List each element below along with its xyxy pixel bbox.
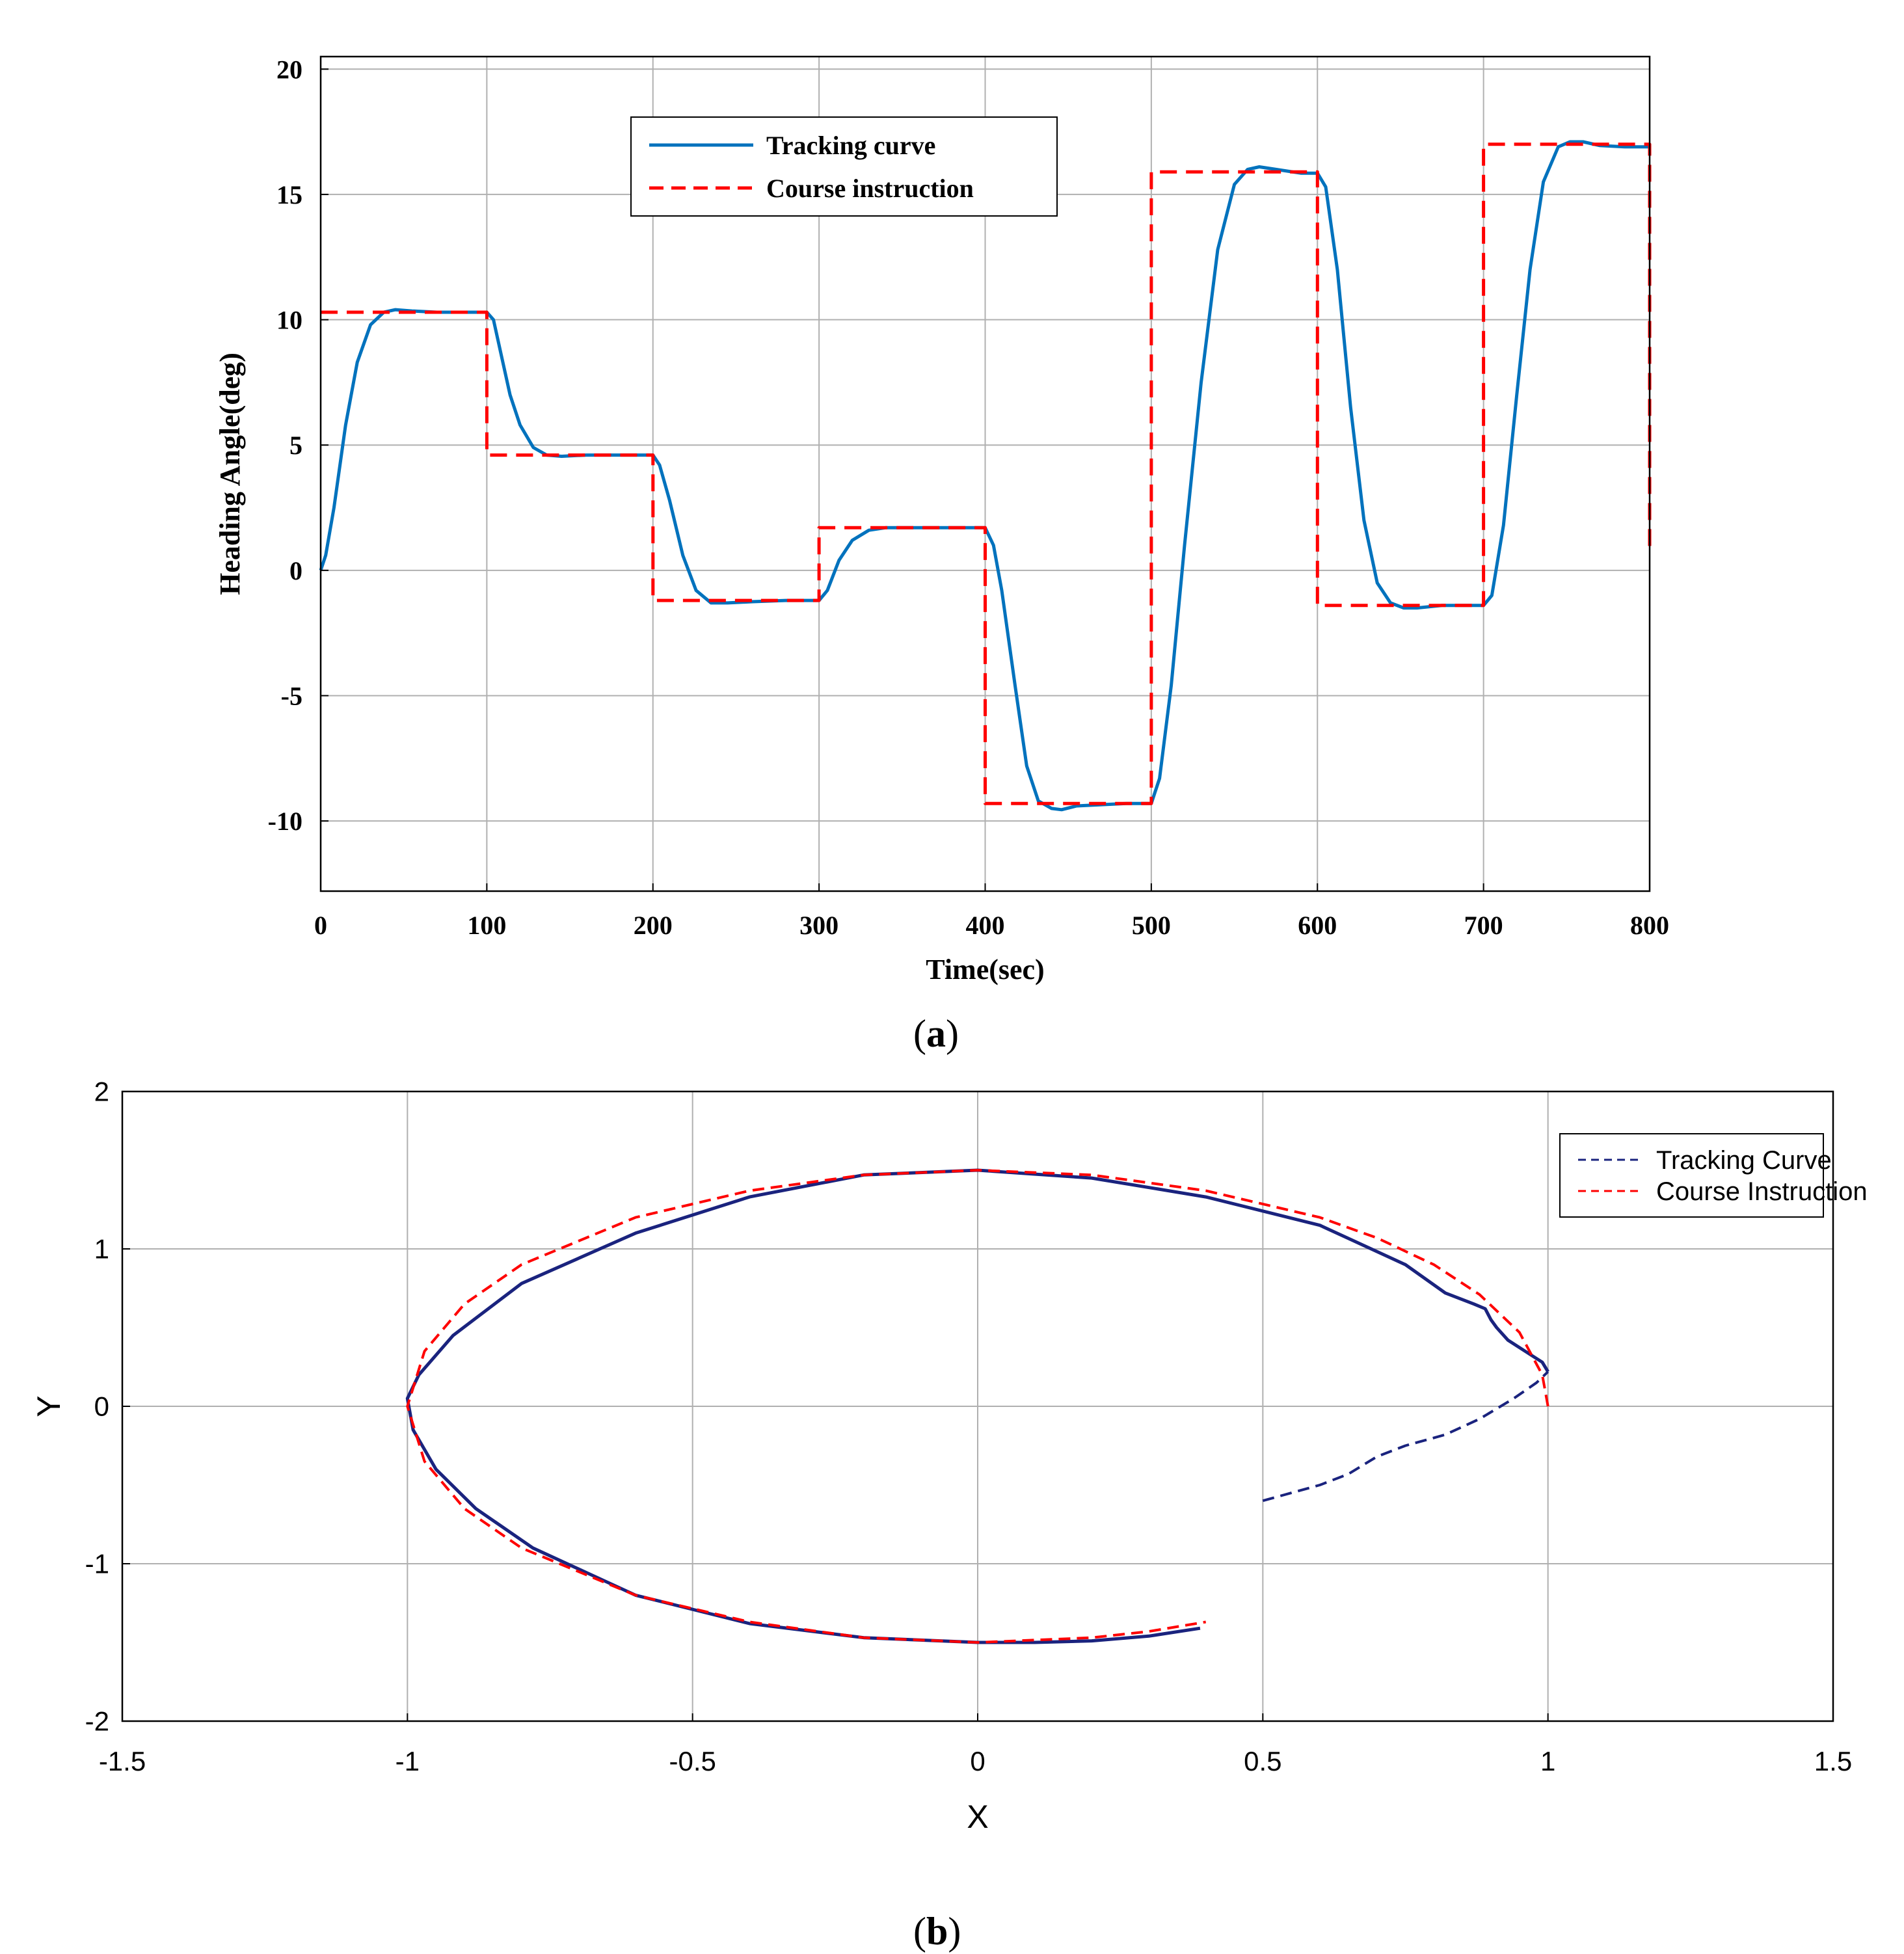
legend-a: Tracking curve Course instruction [630, 116, 1058, 217]
x-tick-label: -1 [396, 1746, 420, 1776]
y-tick-label: 15 [276, 180, 302, 209]
y-tick-label: 10 [276, 306, 302, 335]
panel-a-open-paren: ( [913, 1012, 926, 1055]
y-tick-label: 0 [289, 556, 302, 585]
x-tick-label: -0.5 [669, 1746, 716, 1776]
x-tick-label: 800 [1630, 911, 1669, 940]
y-tick-label: 1 [94, 1234, 109, 1265]
x-tick-label: 100 [467, 911, 506, 940]
x-tick-label: 600 [1298, 911, 1337, 940]
x-tick-label: 400 [966, 911, 1005, 940]
panel-b-close-paren: ) [948, 1910, 961, 1953]
legend-box [630, 116, 1058, 217]
x-tick-label: 1 [1540, 1746, 1555, 1776]
legend-box [1559, 1133, 1824, 1218]
panel-a-close-paren: ) [945, 1012, 959, 1055]
x-tick-label: 0.5 [1244, 1746, 1281, 1776]
panel-b-open-paren: ( [913, 1910, 926, 1953]
y-axis-label: Heading Angle(deg) [214, 353, 246, 595]
legend-label-course-instruction: Course Instruction [1656, 1177, 1868, 1206]
panel-a-caption: (a) [913, 1011, 959, 1056]
chart-b: -1.5 -1 -0.5 0 0.5 1 1.5 -2 -1 0 1 2 X Y Tracking Curv… [31, 1077, 1868, 1835]
y-axis-label: Y [31, 1395, 67, 1417]
y-tick-label: -5 [281, 681, 302, 710]
x-tick-label: 0 [970, 1746, 985, 1776]
x-tick-label: 500 [1132, 911, 1171, 940]
legend-label-course-instruction: Course instruction [766, 174, 974, 203]
x-axis-label: Time(sec) [926, 954, 1044, 985]
x-tick-label: 700 [1464, 911, 1503, 940]
y-tick-label: 0 [94, 1391, 109, 1422]
x-tick-label: 300 [799, 911, 838, 940]
legend-label-tracking-curve: Tracking Curve [1656, 1146, 1832, 1175]
panel-b-caption: (b) [913, 1909, 961, 1954]
series-line-course-instruction [321, 142, 1652, 805]
panel-b-letter: b [926, 1910, 948, 1953]
series-line-tracking-curve [1262, 1371, 1549, 1503]
y-tick-label: 20 [276, 55, 302, 84]
x-tick-label: 0 [314, 911, 327, 940]
x-tick-label: 200 [634, 911, 673, 940]
chart-a: 0 100 200 300 400 500 600 700 800 -10 -5 0 5 10 15 20 Ti… [214, 55, 1669, 985]
series-line-course-instruction [406, 1169, 1549, 1644]
x-tick-label: 1.5 [1814, 1746, 1852, 1776]
y-tick-label: 5 [289, 431, 302, 460]
y-tick-label: -2 [85, 1706, 109, 1737]
y-tick-label: 2 [94, 1077, 109, 1107]
x-tick-label: -1.5 [99, 1746, 146, 1776]
legend-label-tracking-curve: Tracking curve [766, 131, 935, 160]
y-tick-label: -10 [268, 807, 302, 836]
y-tick-label: -1 [85, 1549, 109, 1579]
x-axis-label: X [967, 1799, 988, 1835]
panel-a-letter: a [926, 1012, 946, 1055]
series-line-tracking-curve [319, 140, 1650, 812]
